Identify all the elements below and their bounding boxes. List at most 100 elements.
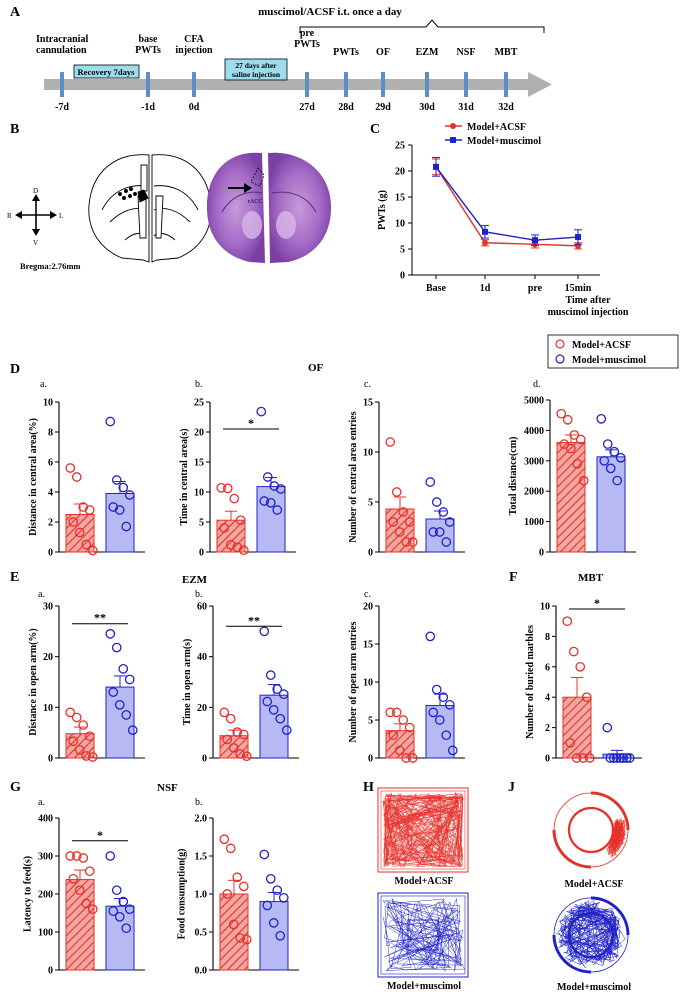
bar-chart-ytick-label: 5	[368, 498, 373, 509]
bar-chart-ytick-label: 10	[194, 488, 204, 499]
bar-point	[275, 930, 286, 941]
timeline-event-label-8: MBT	[495, 47, 518, 58]
bar-point	[105, 416, 116, 427]
saline-box: 27 days after saline injection	[224, 58, 288, 81]
chart-c-point	[482, 228, 488, 235]
bar-point	[84, 505, 95, 515]
legend-d: Model+ACSF Model+muscimol	[547, 334, 679, 369]
bar-point	[394, 527, 405, 537]
bar-point	[81, 539, 92, 550]
timeline-tick-8	[504, 72, 508, 97]
timeline-header: muscimol/ACSF i.t. once a day	[258, 6, 402, 18]
chart-c-xtick-label: pre	[528, 283, 543, 294]
bar-muscimol	[596, 456, 626, 553]
bar-chart-title: b.	[195, 589, 203, 600]
of-trace-acsf-label: Model+ACSF	[394, 876, 453, 887]
bar-point	[219, 834, 230, 845]
bar-chart-ytick-label: 8	[545, 632, 550, 643]
bar-acsf	[65, 514, 95, 553]
bar-chart-ytick-label: 10	[363, 678, 373, 689]
chart-c-series-line-0	[435, 166, 579, 247]
bar-muscimol	[105, 686, 135, 759]
bar-chart-ytick-label: 10	[540, 602, 550, 613]
bar-point	[272, 684, 283, 694]
brain-atlas-schematic	[88, 154, 212, 263]
bar-point	[404, 517, 415, 527]
dir-d: D	[33, 187, 38, 195]
bar-chart-title: a.	[38, 797, 45, 808]
bar-point	[615, 452, 626, 463]
bar-chart-ytick-label: 0.5	[195, 928, 208, 939]
bar-muscimol	[256, 486, 286, 553]
bar-point	[105, 629, 116, 639]
chart-c-legend-label: Model+ACSF	[467, 122, 526, 133]
timeline-day-1: -1d	[141, 102, 155, 113]
bar-chart-ytick-label: 4	[48, 488, 53, 499]
bar-point	[114, 911, 125, 922]
bar-point	[438, 692, 449, 703]
bar-point	[401, 537, 412, 547]
bar-point	[225, 539, 236, 550]
bar-point	[222, 889, 233, 899]
bar-charts: 0 2 4 6 8 10 a. Distance in central area(%) 0 5 10…	[23, 379, 642, 977]
bar-chart-ytick-label: 2.0	[195, 814, 208, 825]
bar-chart-ytick-label: 0.0	[195, 966, 208, 977]
section-ezm: EZM	[182, 574, 208, 586]
chart-c-point	[532, 237, 538, 244]
bar-muscimol	[425, 705, 455, 759]
bar-point	[596, 413, 607, 424]
bar-point	[232, 872, 243, 883]
bar-point	[65, 463, 76, 473]
bar-point	[262, 696, 273, 707]
panel-letter-c: C	[370, 122, 380, 137]
bar-point	[111, 885, 122, 896]
chart-c-point	[433, 163, 439, 170]
bar-point	[431, 684, 442, 695]
bar-chart-title: a.	[40, 379, 47, 390]
legend-acsf-label: Model+ACSF	[572, 340, 631, 351]
timeline-axis	[44, 79, 530, 90]
panel-letter-b: B	[10, 122, 19, 137]
bar-point	[569, 430, 580, 440]
bar-point	[425, 477, 436, 487]
bar-chart-ytick-label: 6	[545, 662, 550, 673]
bar-chart-ytick-label: 0	[199, 548, 204, 559]
bar-chart-ytick-label: 5	[199, 518, 204, 529]
timeline-tick-6	[425, 72, 429, 97]
bar-point	[222, 483, 233, 494]
bar-point	[438, 507, 449, 517]
legend-muscimol-marker	[555, 354, 565, 364]
chart-c-pwts: 0 5 10 15 20 25 Base 1d pre 15min PWTs (g) Time aft…	[377, 122, 629, 318]
bar-chart-title: b.	[195, 797, 203, 808]
timeline-event-label-4: PWTs	[333, 47, 359, 58]
chart-c-legend-label: Model+muscimol	[467, 136, 541, 147]
bar-point	[259, 849, 270, 860]
panel-letter-a: A	[10, 5, 21, 20]
bar-point	[404, 722, 415, 733]
bar-point	[235, 933, 246, 943]
bar-chart-ea: 0 10 20 30 a. Distance in open arm(%) **	[28, 589, 145, 765]
bar-point	[232, 727, 243, 738]
bar-point	[108, 687, 119, 697]
bar-point	[609, 446, 620, 457]
bar-point	[259, 496, 270, 506]
bar-chart-ytick-label: 0	[545, 754, 550, 765]
bar-point	[578, 475, 589, 486]
bar-point	[562, 616, 573, 627]
bar-point	[584, 753, 595, 763]
bar-chart-ytick-label: 15	[363, 640, 373, 651]
bar-acsf	[562, 696, 592, 759]
ezm-trace-muscimol-label: Model+muscimol	[557, 982, 631, 992]
bar-chart-ytick-label: 8	[48, 428, 53, 439]
timeline-day-6: 30d	[419, 102, 435, 113]
bar-chart-ytick-label: 20	[363, 602, 373, 613]
bar-chart-ytick-label: 30	[43, 602, 53, 613]
of-trace-muscimol-label: Model+muscimol	[387, 981, 461, 992]
bar-point	[65, 851, 76, 861]
chart-c-ytick-label: 20	[395, 167, 405, 178]
timeline-event-label-2: injection	[175, 45, 213, 56]
timeline-day-7: 31d	[458, 102, 474, 113]
timeline-event-label-7: NSF	[457, 47, 476, 58]
bar-chart-ylabel: Distance in open arm(%)	[28, 628, 39, 736]
